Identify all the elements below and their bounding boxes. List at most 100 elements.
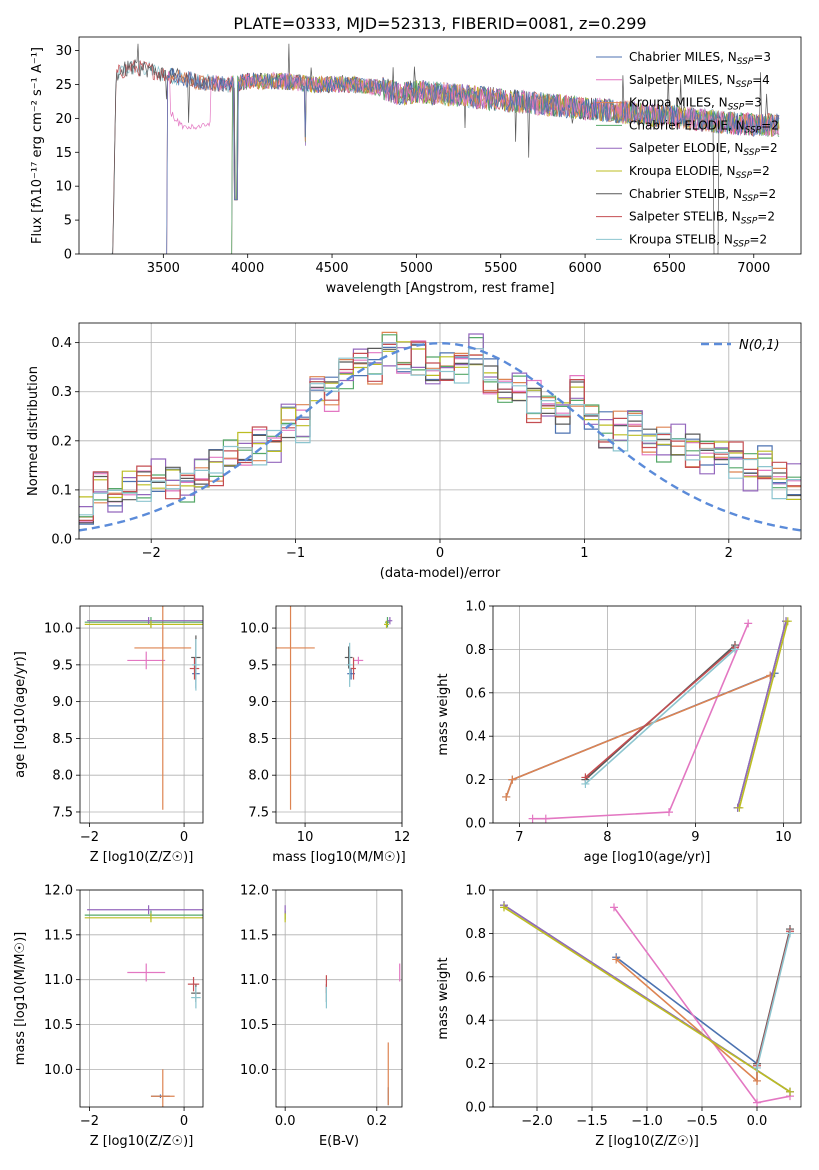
x-tick-label: 1 [580, 546, 588, 561]
x-tick-label: 6000 [569, 261, 602, 276]
x-tick-label: 5500 [484, 261, 517, 276]
plot-area [111, 43, 780, 254]
x-tick-label: 3500 [147, 261, 180, 276]
y-tick-label: 0.4 [465, 730, 486, 745]
x-tick-label: 4500 [315, 261, 348, 276]
y-tick-label: 0.2 [465, 773, 486, 788]
legend-label-salpeter_elodie: Salpeter ELODIE, NSSP=2 [629, 141, 778, 158]
legend-label-kroupa_elodie: Kroupa ELODIE, NSSP=2 [629, 164, 770, 181]
weight-marker-kroupa_stelib [581, 779, 590, 788]
y-tick-label: 10.0 [44, 1063, 73, 1078]
y-tick-label: 0.0 [465, 817, 486, 832]
weight-marker-kroupa_miles [753, 1076, 761, 1085]
plot-layer: 3500 4000 4500 5000 5500 6000 6500 700005101520… [13, 36, 802, 1149]
y-tick-label: 15 [55, 146, 72, 161]
x-tick-label: 0.2 [366, 1114, 387, 1129]
y-tick-label: 9.5 [248, 658, 269, 673]
weight-marker-salpeter_miles [665, 808, 673, 817]
y-tick-label: 9.0 [52, 695, 73, 710]
weight-marker-salpeter_miles [753, 1098, 761, 1107]
x-tick-label: −0.5 [686, 1114, 718, 1129]
y-tick-label: 0.3 [51, 385, 72, 400]
x-tick-label: 0 [180, 1114, 188, 1129]
y-tick-label: 8.0 [248, 769, 269, 784]
panel-mass_vs_ebv: 0.0 0.2 10.0 10.5 11.0 11.5 12.0 E(B-V) [240, 884, 403, 1149]
axes-frame [492, 889, 802, 1108]
y-tick-label: 20 [55, 112, 72, 127]
axes-frame [79, 889, 204, 1108]
y-tick-label: 0.8 [465, 643, 486, 658]
y-tick-label: 0.6 [465, 686, 486, 701]
weight-marker-kroupa_stelib [753, 1063, 761, 1072]
x-tick-label: 12 [394, 830, 411, 845]
y-axis-label: Flux [fλ10⁻¹⁷ erg cm⁻² s⁻¹ A⁻¹] [30, 47, 45, 244]
legend-label-salpeter_miles: Salpeter MILES, NSSP=4 [629, 73, 770, 90]
weight-line-kroupa_elodie [738, 620, 789, 809]
legend-label-salpeter_stelib: Salpeter STELIB, NSSP=2 [629, 210, 775, 227]
y-axis-label: Normed distribution [26, 366, 41, 496]
weight-marker-kroupa_elodie [783, 617, 792, 626]
x-tick-label: −1.0 [631, 1114, 663, 1129]
plot-area [500, 901, 794, 1107]
axes-frame [78, 36, 802, 255]
x-tick-label: −1 [286, 546, 305, 561]
y-tick-label: 12.0 [240, 884, 269, 899]
x-axis-label: Z [log10(Z/Z☉)] [90, 850, 194, 865]
weight-line-salpeter_elodie [736, 620, 787, 809]
y-tick-label: 11.0 [240, 973, 269, 988]
weight-marker-salpeter_miles [744, 619, 753, 628]
legend-label-kroupa_stelib: Kroupa STELIB, NSSP=2 [629, 232, 767, 249]
y-tick-label: 0.8 [465, 927, 486, 942]
x-tick-label: −2 [80, 830, 99, 845]
weight-line-salpeter_stelib [584, 646, 736, 779]
x-axis-label: wavelength [Angstrom, rest frame] [326, 281, 555, 296]
weight-marker-kroupa_miles [508, 775, 517, 784]
x-axis-label: Z [log10(Z/Z☉)] [90, 1134, 194, 1149]
weight-marker-kroupa_elodie [500, 903, 508, 912]
legend-label-chabrier_elodie: Chabrier ELODIE, NSSP=2 [629, 118, 779, 135]
y-axis-label: mass [log10(M/M☉)] [13, 932, 28, 1065]
weight-marker-kroupa_stelib [731, 645, 739, 654]
weight-marker-salpeter_miles [610, 903, 618, 912]
x-axis-label: Z [log10(Z/Z☉)] [595, 1134, 699, 1149]
x-tick-label: −2 [80, 1114, 99, 1129]
y-tick-label: 25 [55, 78, 72, 93]
y-tick-label: 11.5 [44, 928, 73, 943]
x-axis-label: (data-model)/error [380, 566, 501, 581]
axes-frame [78, 322, 802, 540]
y-tick-label: 10.0 [44, 622, 73, 637]
plot-area [276, 606, 393, 810]
plot-area [84, 606, 203, 810]
y-tick-label: 10.0 [240, 622, 269, 637]
x-tick-label: −2.0 [521, 1114, 553, 1129]
y-tick-label: 11.0 [44, 973, 73, 988]
x-tick-label: 0.0 [275, 1114, 296, 1129]
panel-mass_vs_Z: −2 0 10.0 10.5 11.0 11.5 12.0 Z [log10(Z/Z☉)] ma… [13, 884, 204, 1149]
panel-weight_vs_Z: −2.0 −1.5 −1.0 −0.5 0.0 0.0 0.2 0.4 0.6 0.8 1.0 Z [… [436, 884, 802, 1149]
y-tick-label: 1.0 [465, 600, 486, 615]
y-tick-label: 10.5 [240, 1018, 269, 1033]
y-tick-label: 12.0 [44, 884, 73, 899]
x-tick-label: 6500 [653, 261, 686, 276]
y-tick-label: 0.4 [465, 1014, 486, 1029]
plot-area [79, 331, 801, 532]
weight-marker-salpeter_miles [528, 814, 537, 823]
weight-marker-kroupa_elodie [786, 1087, 794, 1096]
x-tick-label: 7 [515, 830, 523, 845]
panel-spectrum: 3500 4000 4500 5000 5500 6000 6500 7000 0 5 10 15 20… [30, 36, 802, 296]
legend-label-normal: N(0,1) [739, 338, 780, 353]
x-tick-label: 8 [603, 830, 611, 845]
y-axis-label: age [log10(age/yr)] [13, 651, 28, 778]
y-tick-label: 10.0 [240, 1063, 269, 1078]
x-tick-label: 4000 [231, 261, 264, 276]
weight-marker-kroupa_stelib [786, 929, 794, 938]
y-tick-label: 7.5 [52, 805, 73, 820]
figure-title: PLATE=0333, MJD=52313, FIBERID=0081, z=0… [233, 14, 646, 33]
axes-frame [79, 605, 204, 824]
y-axis-label: mass weight [436, 957, 451, 1039]
panel-histogram: −2 −1 0 1 2 0.0 0.1 0.2 0.3 0.4 (data-model)/error… [26, 322, 802, 581]
y-tick-label: 7.5 [248, 805, 269, 820]
plot-area [84, 905, 203, 1107]
plot-area [284, 905, 401, 1106]
